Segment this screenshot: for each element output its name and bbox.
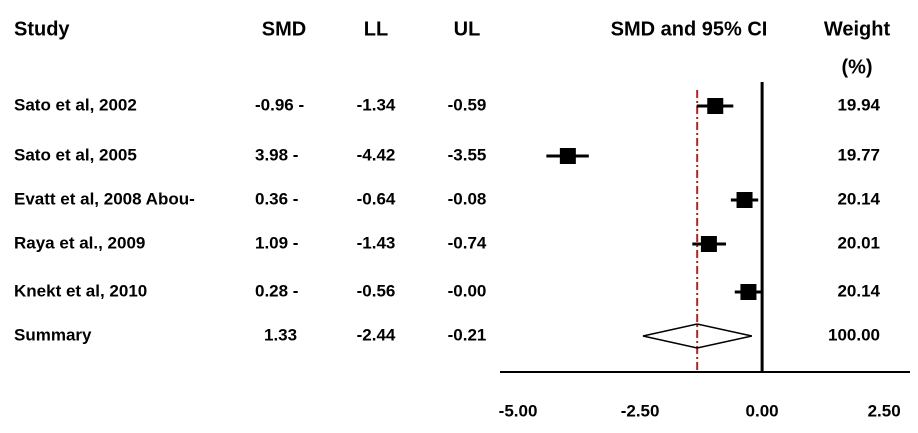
- ll-value: -4.42: [357, 145, 396, 164]
- smd-value: 1.09 -: [255, 233, 298, 252]
- header-smd: SMD: [262, 18, 306, 40]
- ll-value: -0.64: [357, 189, 396, 208]
- ll-value: -1.34: [357, 95, 396, 114]
- weight-value: 20.14: [837, 281, 880, 300]
- x-tick-label: 2.50: [868, 401, 901, 420]
- study-name: Summary: [14, 325, 92, 344]
- header-ul: UL: [454, 18, 481, 40]
- ul-value: -3.55: [448, 145, 487, 164]
- smd-value: -0.96 -: [255, 95, 304, 114]
- effect-square: [736, 192, 753, 208]
- header-plot: SMD and 95% CI: [611, 18, 768, 40]
- study-name: Sato et al, 2002: [14, 95, 137, 114]
- smd-value: 3.98 -: [255, 145, 298, 164]
- ll-value: -0.56: [357, 281, 396, 300]
- study-name: Knekt et al, 2010: [14, 281, 147, 300]
- weight-value: 19.77: [837, 145, 880, 164]
- ul-value: -0.00: [448, 281, 487, 300]
- smd-value: 1.33: [264, 325, 297, 344]
- weight-value: 19.94: [837, 95, 880, 114]
- study-name: Sato et al, 2005: [14, 145, 137, 164]
- smd-value: 0.28 -: [255, 281, 298, 300]
- ll-value: -2.44: [357, 325, 396, 344]
- summary-diamond: [642, 323, 753, 349]
- effect-square: [700, 236, 717, 252]
- ll-value: -1.43: [357, 233, 396, 252]
- smd-value: 0.36 -: [255, 189, 298, 208]
- header-ll: LL: [364, 18, 388, 40]
- header-weight: Weight: [824, 18, 891, 40]
- x-tick-label: -2.50: [621, 401, 660, 420]
- effect-square: [559, 148, 576, 164]
- weight-value: 20.01: [837, 233, 880, 252]
- effect-square: [707, 98, 724, 114]
- ul-value: -0.59: [448, 95, 487, 114]
- study-name: Evatt et al, 2008 Abou-: [14, 189, 195, 208]
- header-study: Study: [14, 18, 70, 40]
- ul-value: -0.08: [448, 189, 487, 208]
- weight-value: 100.00: [828, 325, 880, 344]
- effect-square: [740, 284, 757, 300]
- ul-value: -0.74: [448, 233, 487, 252]
- header-weight-unit: (%): [841, 56, 872, 78]
- x-tick-label: 0.00: [746, 401, 779, 420]
- weight-value: 20.14: [837, 189, 880, 208]
- ul-value: -0.21: [448, 325, 487, 344]
- x-tick-label: -5.00: [499, 401, 538, 420]
- study-name: Raya et al., 2009: [14, 233, 145, 252]
